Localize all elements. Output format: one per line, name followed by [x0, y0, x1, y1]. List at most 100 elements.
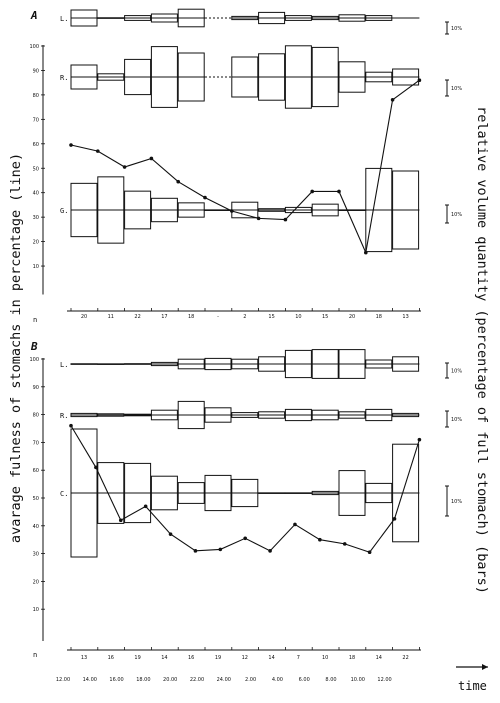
- y-tick-label: 80: [33, 413, 39, 419]
- fullness-point: [392, 517, 397, 521]
- fullness-point: [364, 250, 368, 255]
- n-value: 10: [295, 314, 301, 320]
- y-tick-label: 20: [33, 240, 39, 246]
- fullness-point: [203, 195, 207, 200]
- n-value: 20: [349, 314, 355, 320]
- n-value: 22: [134, 314, 140, 320]
- y-tick-label: 50: [33, 166, 39, 172]
- n-value: 22: [402, 655, 408, 661]
- n-value: 11: [108, 314, 114, 320]
- x-tick-label: 22.00: [190, 677, 204, 683]
- n-value: 18: [188, 314, 194, 320]
- scale-bar-label: 10%: [451, 26, 462, 32]
- n-value: 18: [349, 655, 355, 661]
- n-value: 14: [161, 655, 167, 661]
- n-value: 20: [81, 314, 87, 320]
- y-tick-label: 40: [33, 524, 39, 530]
- series-label: L.: [60, 15, 68, 23]
- y-tick-label: 90: [33, 385, 39, 391]
- x-tick-label: 10.00: [351, 677, 365, 683]
- fullness-line-a: [70, 79, 420, 255]
- fullness-point: [417, 78, 422, 83]
- panel-a-n-label: n: [33, 316, 37, 324]
- n-value: 13: [81, 655, 87, 661]
- n-value: -: [217, 314, 219, 320]
- fullness-point: [122, 165, 127, 169]
- x-tick-label: 20.00: [163, 677, 177, 683]
- n-value: 14: [268, 655, 274, 661]
- y-tick-label: 90: [33, 68, 39, 74]
- x-tick-label: 12.00: [377, 677, 391, 683]
- x-tick-label: 12.00: [56, 677, 70, 683]
- fullness-point: [390, 97, 395, 102]
- x-tick-label: 8.00: [325, 677, 336, 683]
- fullness-point: [69, 143, 73, 147]
- fullness-point: [176, 179, 180, 184]
- y-axis-title: avarage fulness of stomachs in percentag…: [8, 153, 24, 543]
- n-value: 12: [242, 655, 248, 661]
- fullness-line-b: [70, 425, 420, 553]
- fullness-point: [310, 189, 315, 194]
- n-value: 19: [215, 655, 221, 661]
- scale-bar-label: 10%: [451, 212, 462, 218]
- scale-bar-label: 10%: [451, 499, 462, 505]
- fullness-point: [367, 550, 372, 555]
- fullness-point: [94, 465, 98, 470]
- fullness-point: [143, 504, 148, 509]
- x-tick-label: 6.00: [299, 677, 310, 683]
- series-label: L.: [60, 361, 68, 369]
- fullness-point: [118, 518, 123, 523]
- fullness-point: [256, 216, 261, 221]
- fullness-point: [230, 209, 234, 213]
- y-tick-label: 10: [33, 607, 39, 613]
- n-value: 15: [268, 314, 274, 320]
- y-tick-label: 70: [33, 440, 39, 446]
- y-tick-label: 60: [33, 468, 39, 474]
- panel-b-n-label: n: [33, 651, 37, 659]
- n-value: 2: [243, 314, 246, 320]
- fullness-point: [96, 149, 100, 153]
- y-tick-label: 70: [33, 117, 39, 123]
- x-tick-label: 16.00: [109, 677, 123, 683]
- scale-bar-label: 10%: [451, 86, 462, 92]
- fullness-point: [337, 189, 341, 194]
- fullness-point: [69, 423, 73, 428]
- scale-bar-label: 10%: [451, 417, 462, 423]
- fullness-point: [149, 156, 154, 161]
- y-tick-label: 30: [33, 215, 39, 221]
- y-tick-label: 100: [29, 357, 39, 363]
- n-value: 16: [188, 655, 194, 661]
- n-value: 15: [322, 314, 328, 320]
- fullness-point: [193, 549, 198, 553]
- n-value: 17: [161, 314, 167, 320]
- x-tick-label: 14.00: [83, 677, 97, 683]
- series-label: G.: [60, 207, 68, 215]
- n-value: 14: [376, 655, 382, 661]
- n-value: 7: [297, 655, 300, 661]
- y-tick-label: 80: [33, 93, 39, 99]
- fullness-point: [268, 549, 272, 553]
- n-value: 16: [108, 655, 114, 661]
- fullness-point: [293, 522, 297, 527]
- y-tick-label: 50: [33, 496, 39, 502]
- y-tick-label: 40: [33, 191, 39, 197]
- fullness-point: [318, 537, 322, 542]
- y-tick-label: 100: [29, 44, 39, 50]
- n-value: 13: [402, 314, 408, 320]
- scale-bar-label: 10%: [451, 369, 462, 375]
- fullness-point: [283, 217, 288, 222]
- fullness-point: [168, 532, 173, 536]
- x-tick-label: 2.00: [245, 677, 256, 683]
- time-arrowhead: [482, 664, 488, 670]
- y-tick-label: 30: [33, 552, 39, 558]
- series-label: C.: [60, 490, 68, 498]
- n-value: 10: [322, 655, 328, 661]
- series-label: R.: [60, 74, 68, 82]
- fullness-point: [243, 536, 247, 541]
- fullness-point: [342, 542, 347, 546]
- y-tick-label: 20: [33, 579, 39, 585]
- x-tick-label: 4.00: [272, 677, 283, 683]
- x-tick-label: 18.00: [136, 677, 150, 683]
- y-tick-label: 60: [33, 142, 39, 148]
